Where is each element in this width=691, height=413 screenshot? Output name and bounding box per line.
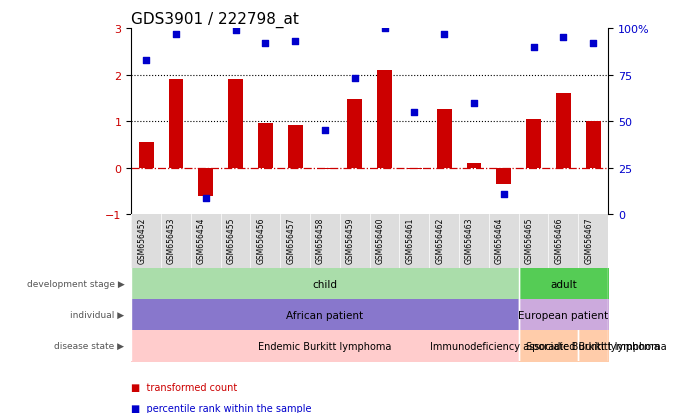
Point	[409, 109, 420, 116]
Bar	[198, 169, 214, 196]
Text: individual ▶: individual ▶	[70, 311, 124, 319]
Text: African patient: African patient	[287, 310, 363, 320]
Text: Endemic Burkitt lymphoma: Endemic Burkitt lymphoma	[258, 341, 392, 351]
Text: GSM656463: GSM656463	[465, 217, 474, 264]
Bar	[169, 80, 183, 169]
Text: GSM656462: GSM656462	[435, 217, 444, 264]
Point	[230, 27, 241, 34]
Point	[587, 40, 598, 47]
Bar	[407, 169, 422, 170]
Bar	[287, 126, 303, 169]
Bar	[586, 122, 600, 169]
Text: Immunodeficiency associated Burkitt lymphoma: Immunodeficiency associated Burkitt lymp…	[430, 341, 667, 351]
Text: development stage ▶: development stage ▶	[27, 280, 124, 288]
Point	[260, 40, 271, 47]
Point	[141, 57, 152, 64]
Point	[498, 191, 509, 198]
Point	[290, 38, 301, 45]
Point	[200, 195, 211, 202]
Text: Sporadic Burkitt lymphoma: Sporadic Burkitt lymphoma	[527, 341, 660, 351]
Text: GSM656457: GSM656457	[286, 217, 295, 264]
Text: ■  transformed count: ■ transformed count	[131, 382, 238, 392]
Text: GSM656452: GSM656452	[138, 217, 146, 264]
Text: GSM656466: GSM656466	[554, 217, 563, 264]
Bar	[228, 80, 243, 169]
Text: disease state ▶: disease state ▶	[55, 342, 124, 350]
Text: European patient: European patient	[518, 310, 609, 320]
Text: adult: adult	[550, 279, 577, 289]
Text: GSM656458: GSM656458	[316, 217, 325, 264]
Text: GSM656456: GSM656456	[256, 217, 265, 264]
Text: GSM656465: GSM656465	[524, 217, 533, 264]
Bar	[377, 71, 392, 169]
Point	[468, 100, 480, 107]
Bar	[526, 119, 541, 169]
Point	[558, 35, 569, 41]
Point	[439, 31, 450, 38]
Bar	[556, 94, 571, 169]
Bar	[466, 164, 482, 169]
Text: GSM656454: GSM656454	[197, 217, 206, 264]
Point	[379, 26, 390, 32]
Bar	[348, 100, 362, 169]
Bar	[496, 169, 511, 185]
Text: GDS3901 / 222798_at: GDS3901 / 222798_at	[131, 12, 299, 28]
Bar	[437, 110, 452, 169]
Text: GSM656453: GSM656453	[167, 217, 176, 264]
Point	[319, 128, 330, 135]
Text: GSM656467: GSM656467	[584, 217, 593, 264]
Bar	[258, 124, 273, 169]
Text: GSM656455: GSM656455	[227, 217, 236, 264]
Point	[349, 76, 360, 82]
Bar	[318, 169, 332, 170]
Bar	[139, 143, 153, 169]
Text: GSM656464: GSM656464	[495, 217, 504, 264]
Point	[528, 44, 539, 51]
Text: GSM656460: GSM656460	[376, 217, 385, 264]
Text: GSM656459: GSM656459	[346, 217, 354, 264]
Text: GSM656461: GSM656461	[406, 217, 415, 264]
Text: ■  percentile rank within the sample: ■ percentile rank within the sample	[131, 403, 312, 413]
Point	[171, 31, 182, 38]
Text: child: child	[312, 279, 337, 289]
